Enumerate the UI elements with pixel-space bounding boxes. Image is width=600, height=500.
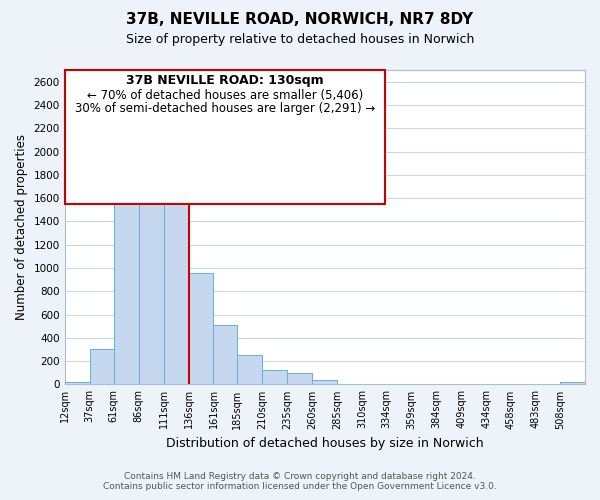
Text: ← 70% of detached houses are smaller (5,406): ← 70% of detached houses are smaller (5,… — [86, 89, 363, 102]
Text: Size of property relative to detached houses in Norwich: Size of property relative to detached ho… — [126, 32, 474, 46]
X-axis label: Distribution of detached houses by size in Norwich: Distribution of detached houses by size … — [166, 437, 484, 450]
Bar — [65, 382, 89, 384]
Bar — [164, 198, 188, 384]
Text: Contains public sector information licensed under the Open Government Licence v3: Contains public sector information licen… — [103, 482, 497, 491]
Bar — [238, 354, 262, 384]
Bar — [262, 370, 287, 384]
Y-axis label: Number of detached properties: Number of detached properties — [15, 134, 28, 320]
Bar — [113, 189, 139, 384]
Text: Contains HM Land Registry data © Crown copyright and database right 2024.: Contains HM Land Registry data © Crown c… — [124, 472, 476, 481]
Bar — [139, 136, 164, 384]
Bar — [313, 380, 337, 384]
Text: 30% of semi-detached houses are larger (2,291) →: 30% of semi-detached houses are larger (… — [74, 102, 375, 114]
Bar — [188, 272, 214, 384]
Bar — [214, 325, 238, 384]
Bar — [287, 374, 313, 384]
Bar — [89, 350, 113, 384]
Text: 37B, NEVILLE ROAD, NORWICH, NR7 8DY: 37B, NEVILLE ROAD, NORWICH, NR7 8DY — [127, 12, 473, 28]
Bar — [560, 382, 585, 384]
Text: 37B NEVILLE ROAD: 130sqm: 37B NEVILLE ROAD: 130sqm — [126, 74, 323, 87]
